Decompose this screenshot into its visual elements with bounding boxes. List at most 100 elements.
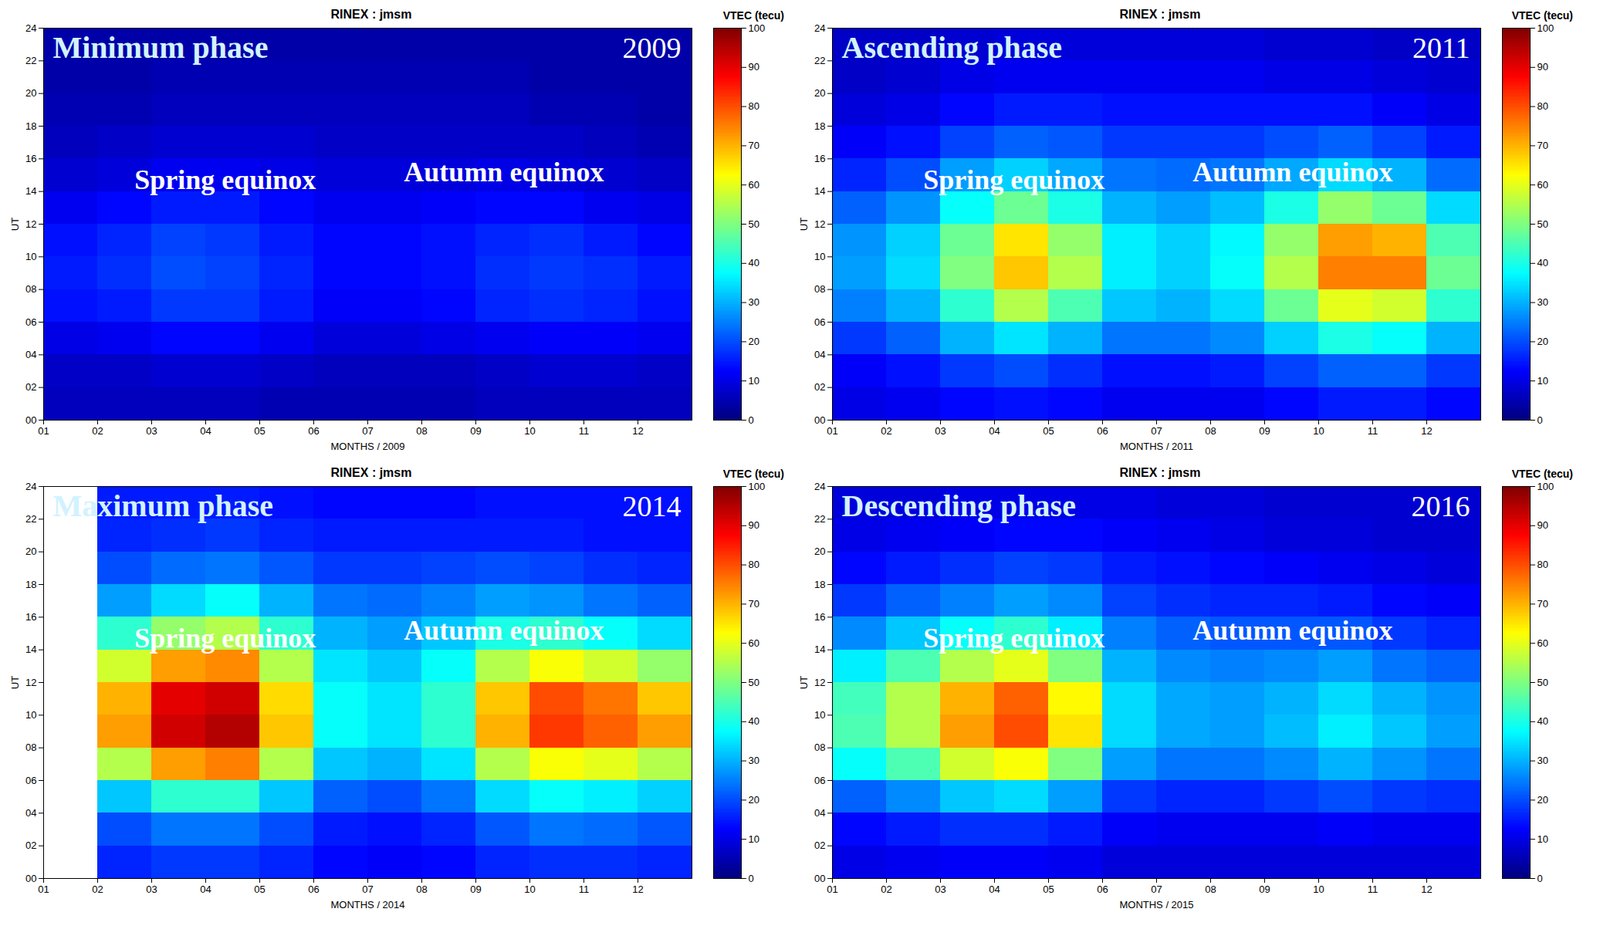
svg-text:100: 100 bbox=[748, 480, 766, 493]
svg-text:70: 70 bbox=[748, 598, 760, 610]
svg-text:07: 07 bbox=[1150, 883, 1162, 896]
svg-text:08: 08 bbox=[416, 883, 427, 896]
svg-text:20: 20 bbox=[1537, 335, 1549, 348]
svg-text:14: 14 bbox=[814, 185, 826, 197]
svg-text:01: 01 bbox=[37, 883, 49, 896]
svg-text:06: 06 bbox=[25, 316, 37, 329]
svg-text:02: 02 bbox=[25, 381, 37, 393]
svg-text:18: 18 bbox=[25, 120, 37, 132]
svg-text:20: 20 bbox=[1537, 794, 1549, 806]
svg-text:02: 02 bbox=[880, 425, 892, 437]
svg-text:90: 90 bbox=[1537, 60, 1549, 73]
svg-text:30: 30 bbox=[1537, 296, 1549, 308]
svg-text:40: 40 bbox=[748, 257, 760, 269]
svg-text:11: 11 bbox=[1367, 425, 1379, 437]
svg-text:20: 20 bbox=[814, 545, 826, 558]
svg-text:10: 10 bbox=[1537, 833, 1549, 846]
svg-text:90: 90 bbox=[748, 519, 760, 532]
svg-text:UT: UT bbox=[9, 217, 21, 231]
svg-text:UT: UT bbox=[798, 217, 810, 231]
svg-text:MONTHS / 2014: MONTHS / 2014 bbox=[330, 899, 405, 911]
svg-text:04: 04 bbox=[25, 807, 37, 819]
svg-text:70: 70 bbox=[748, 139, 760, 152]
svg-text:00: 00 bbox=[25, 872, 37, 885]
svg-text:06: 06 bbox=[1096, 425, 1108, 437]
svg-text:08: 08 bbox=[1204, 425, 1216, 437]
svg-text:04: 04 bbox=[814, 348, 826, 361]
svg-text:07: 07 bbox=[1150, 425, 1162, 437]
svg-text:14: 14 bbox=[25, 185, 37, 197]
svg-text:16: 16 bbox=[814, 152, 826, 165]
svg-text:Maximum phase: Maximum phase bbox=[53, 488, 274, 524]
svg-text:12: 12 bbox=[25, 676, 37, 689]
svg-text:07: 07 bbox=[361, 425, 373, 437]
svg-text:00: 00 bbox=[25, 414, 37, 427]
svg-text:40: 40 bbox=[748, 715, 760, 728]
svg-text:04: 04 bbox=[814, 807, 826, 819]
svg-text:60: 60 bbox=[748, 637, 760, 650]
svg-text:11: 11 bbox=[1367, 883, 1379, 896]
svg-text:00: 00 bbox=[814, 872, 826, 885]
svg-text:02: 02 bbox=[880, 883, 892, 896]
svg-text:Spring equinox: Spring equinox bbox=[923, 622, 1105, 654]
svg-text:09: 09 bbox=[1258, 883, 1270, 896]
svg-text:50: 50 bbox=[1537, 218, 1549, 231]
svg-text:100: 100 bbox=[1537, 480, 1555, 493]
svg-text:18: 18 bbox=[814, 578, 826, 591]
svg-text:06: 06 bbox=[814, 316, 826, 329]
svg-text:10: 10 bbox=[814, 709, 826, 721]
svg-text:30: 30 bbox=[748, 754, 760, 767]
svg-text:09: 09 bbox=[1258, 425, 1270, 437]
svg-text:20: 20 bbox=[748, 794, 760, 806]
svg-text:60: 60 bbox=[1537, 637, 1549, 650]
svg-text:02: 02 bbox=[814, 381, 826, 393]
svg-text:0: 0 bbox=[1537, 414, 1543, 427]
svg-text:0: 0 bbox=[1537, 872, 1543, 885]
svg-text:06: 06 bbox=[814, 774, 826, 787]
svg-text:06: 06 bbox=[307, 883, 319, 896]
svg-text:05: 05 bbox=[253, 883, 265, 896]
svg-text:Autumn equinox: Autumn equinox bbox=[1192, 615, 1393, 647]
svg-text:09: 09 bbox=[470, 425, 481, 437]
svg-text:30: 30 bbox=[1537, 754, 1549, 767]
svg-text:30: 30 bbox=[748, 296, 760, 308]
svg-text:00: 00 bbox=[814, 414, 826, 427]
svg-text:80: 80 bbox=[748, 558, 760, 571]
svg-text:08: 08 bbox=[25, 283, 37, 295]
svg-text:01: 01 bbox=[37, 425, 49, 437]
svg-text:18: 18 bbox=[25, 578, 37, 591]
svg-text:01: 01 bbox=[826, 883, 838, 896]
svg-text:08: 08 bbox=[814, 741, 826, 754]
svg-text:50: 50 bbox=[748, 676, 760, 689]
svg-text:50: 50 bbox=[1537, 676, 1549, 689]
svg-text:Descending phase: Descending phase bbox=[842, 488, 1076, 524]
svg-text:01: 01 bbox=[826, 425, 838, 437]
svg-text:18: 18 bbox=[814, 120, 826, 132]
svg-text:04: 04 bbox=[25, 348, 37, 361]
svg-text:20: 20 bbox=[25, 87, 37, 99]
svg-text:80: 80 bbox=[1537, 100, 1549, 112]
svg-text:100: 100 bbox=[748, 22, 766, 34]
svg-text:12: 12 bbox=[814, 218, 826, 231]
svg-text:06: 06 bbox=[25, 774, 37, 787]
svg-text:2014: 2014 bbox=[622, 490, 682, 523]
svg-text:70: 70 bbox=[1537, 598, 1549, 610]
svg-text:02: 02 bbox=[91, 425, 103, 437]
svg-text:Spring equinox: Spring equinox bbox=[134, 622, 316, 654]
svg-text:03: 03 bbox=[145, 425, 157, 437]
svg-text:0: 0 bbox=[748, 414, 755, 427]
svg-text:22: 22 bbox=[25, 513, 37, 525]
svg-text:MONTHS / 2011: MONTHS / 2011 bbox=[1119, 440, 1194, 453]
svg-text:10: 10 bbox=[25, 709, 37, 721]
svg-text:22: 22 bbox=[814, 54, 826, 67]
svg-text:22: 22 bbox=[814, 513, 826, 525]
svg-text:22: 22 bbox=[25, 54, 37, 67]
svg-text:10: 10 bbox=[1312, 425, 1324, 437]
svg-text:80: 80 bbox=[1537, 558, 1549, 571]
svg-text:Spring equinox: Spring equinox bbox=[923, 164, 1105, 196]
svg-text:08: 08 bbox=[1204, 883, 1216, 896]
svg-text:100: 100 bbox=[1537, 22, 1555, 34]
svg-text:Autumn equinox: Autumn equinox bbox=[403, 615, 604, 647]
svg-text:10: 10 bbox=[1537, 375, 1549, 387]
svg-text:02: 02 bbox=[25, 839, 37, 852]
